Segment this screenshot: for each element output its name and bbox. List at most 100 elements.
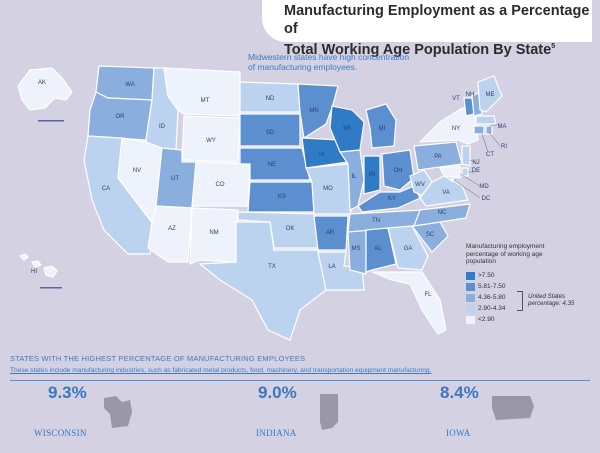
legend-title-line-2: percentage of working age (466, 250, 543, 258)
state-fl[interactable]: FL (371, 271, 447, 335)
state-ms[interactable]: MS (347, 229, 367, 275)
label-il: IL (351, 174, 357, 180)
label-co: CO (216, 182, 225, 188)
state-nc[interactable]: NC (413, 203, 471, 227)
label-ia: IA (319, 152, 325, 158)
us-note-line-2: percentage: 4.35 (528, 300, 575, 307)
label-wy: WY (206, 138, 216, 144)
label-hi: HI (31, 269, 37, 275)
us-choropleth-map: AK HI WA OR CA ID NV MT WY UT CO AZ NM N… (17, 65, 507, 341)
state-al[interactable]: AL (365, 227, 397, 273)
label-nd: ND (266, 96, 275, 102)
state-co[interactable]: CO (191, 161, 251, 207)
legend-label: >7.50 (478, 272, 495, 279)
label-tx: TX (268, 264, 276, 270)
state-dc[interactable]: DC (449, 177, 491, 202)
legend-row-1: >7.50 (466, 271, 494, 280)
label-ri: RI (501, 144, 507, 150)
section-divider (10, 380, 590, 381)
state-ks[interactable]: KS (247, 181, 315, 213)
label-nj: NJ (472, 160, 479, 166)
state-or[interactable]: OR (87, 91, 153, 141)
label-ny: NY (452, 126, 460, 132)
state-az[interactable]: AZ (147, 205, 193, 263)
legend-label: 2.90-4.34 (478, 305, 506, 312)
indiana-name: INDIANA (256, 428, 297, 438)
label-nc: NC (438, 210, 447, 216)
state-oh[interactable]: OH (381, 149, 415, 191)
label-ar: AR (326, 230, 335, 236)
legend-row-4: 2.90-4.34 (466, 304, 505, 313)
state-ak[interactable]: AK (17, 67, 73, 111)
label-az: AZ (168, 226, 176, 232)
label-ct: CT (486, 152, 494, 158)
iowa-name: IOWA (446, 428, 471, 438)
state-mn[interactable]: MN (297, 83, 339, 139)
legend-title-line-3: population (466, 258, 496, 265)
label-wa: WA (125, 82, 134, 88)
legend-title: Manufacturing employment percentage of w… (466, 243, 596, 266)
state-nm[interactable]: NM (189, 207, 239, 265)
state-tx[interactable]: TX (198, 221, 327, 341)
label-pa: PA (434, 154, 442, 160)
label-nv: NV (133, 168, 141, 174)
state-in[interactable]: IN (363, 155, 381, 195)
label-ut: UT (171, 176, 179, 182)
state-ga[interactable]: GA (387, 225, 429, 271)
indiana-silhouette-icon (320, 394, 338, 430)
title-line-2: Total Working Age Population By State5 (284, 41, 556, 58)
state-sd[interactable]: SD (239, 113, 301, 147)
title-line-1: Manufacturing Employment as a Percentage… (284, 3, 590, 37)
us-note-line-1: United States (528, 293, 566, 300)
label-ky: KY (388, 196, 396, 202)
legend-swatch (466, 271, 475, 280)
state-nj[interactable]: NJ (461, 145, 480, 167)
callout-line-1: Midwestern states have high concentratio… (248, 52, 410, 62)
legend-swatch (466, 304, 475, 313)
state-nd[interactable]: ND (239, 81, 301, 113)
state-mt[interactable]: MT (163, 67, 241, 117)
legend-row-2: 5.81-7.50 (466, 282, 505, 291)
highest-states-heading: STATES WITH THE HIGHEST PERCENTAGE OF MA… (10, 354, 306, 363)
state-wa[interactable]: WA (95, 65, 155, 101)
state-ny[interactable]: NY (418, 107, 479, 145)
state-de[interactable]: DE (461, 167, 480, 177)
label-mt: MT (201, 98, 210, 104)
us-average-bracket (517, 291, 523, 311)
label-sc: SC (426, 232, 435, 238)
label-va: VA (442, 190, 450, 196)
us-average-note: United States percentage: 4.35 (528, 293, 598, 307)
legend-label: 5.81-7.50 (478, 283, 506, 290)
state-ar[interactable]: AR (313, 215, 349, 251)
state-va[interactable]: VA (419, 175, 469, 207)
label-ok: OK (286, 226, 295, 232)
state-mi[interactable]: MI (365, 103, 397, 149)
highest-states-subheading: These states include manufacturing indus… (10, 367, 432, 374)
state-me[interactable]: ME (477, 75, 503, 113)
label-wi: WI (343, 126, 351, 132)
legend-title-line-1: Manufacturing employment (466, 243, 545, 250)
legend-swatch (466, 315, 475, 324)
state-md[interactable]: MD (439, 165, 489, 190)
label-ga: GA (404, 246, 413, 252)
state-hi[interactable]: HI (18, 253, 58, 278)
iowa-silhouette-icon (492, 396, 534, 420)
label-mo: MO (323, 186, 333, 192)
label-wv: WV (415, 182, 425, 188)
legend-row-5: <2.90 (466, 315, 494, 324)
label-id: ID (159, 124, 166, 130)
title-banner (262, 0, 592, 42)
label-la: LA (328, 264, 335, 270)
state-ma[interactable]: MA (475, 115, 507, 130)
label-in: IN (369, 172, 375, 178)
label-ak: AK (38, 80, 46, 86)
label-al: AL (374, 246, 382, 252)
state-wy[interactable]: WY (181, 115, 241, 163)
scale-bar-ak (38, 120, 64, 122)
midwest-callout: Midwestern states have high concentratio… (248, 52, 478, 72)
legend-label: 4.36-5.80 (478, 294, 506, 301)
indiana-percentage: 9.0% (258, 383, 297, 402)
state-pa[interactable]: PA (413, 141, 463, 171)
state-ct[interactable]: CT (473, 125, 494, 158)
state-ne[interactable]: NE (239, 147, 311, 181)
